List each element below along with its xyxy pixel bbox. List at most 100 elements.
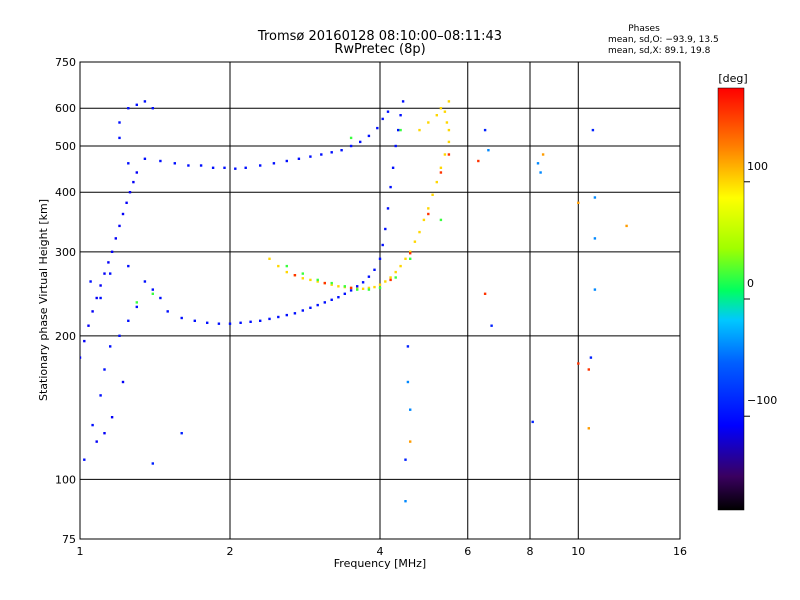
echo-point (373, 285, 376, 289)
echo-point (406, 345, 410, 348)
echo-point (443, 110, 447, 113)
echo-point (211, 166, 215, 169)
echo-point (316, 278, 319, 282)
y-tick-labels: 75 100 200 300 400 500 600 750 (55, 56, 76, 546)
x-axis-label: Frequency [MHz] (334, 557, 426, 570)
echo-point (399, 114, 402, 117)
echo-point (447, 153, 451, 156)
y-tick-label: 500 (55, 140, 76, 153)
echo-point (367, 288, 371, 291)
echo-point (268, 257, 271, 260)
echo-point (409, 257, 412, 260)
y-axis-label: Stationary phase Virtual Height [km] (37, 199, 50, 401)
echo-point (293, 312, 297, 315)
echo-point (109, 345, 112, 348)
echo-point (490, 324, 493, 327)
x-tick-label: 4 (377, 545, 384, 558)
echo-point (394, 276, 397, 279)
echo-point (418, 128, 421, 132)
echo-point (539, 171, 542, 174)
echo-point (118, 136, 121, 140)
echo-point (159, 159, 162, 163)
echo-point (277, 264, 280, 268)
echo-point (593, 237, 597, 240)
echo-point (83, 339, 86, 343)
echo-point (135, 305, 138, 309)
echo-point (180, 432, 183, 435)
echo-point (127, 107, 130, 110)
echo-point (151, 292, 154, 295)
echo-point (389, 278, 392, 282)
echo-point (285, 313, 288, 317)
echo-point (330, 151, 333, 154)
colorbar-tick-label: 100 (747, 160, 768, 173)
y-tick-label: 100 (55, 473, 76, 486)
echo-point (127, 264, 130, 268)
echo-point (206, 321, 209, 324)
echo-point (439, 107, 443, 110)
echo-point (187, 164, 190, 167)
chart-title-line2: RwPretec (8p) (334, 42, 425, 57)
echo-point (381, 117, 384, 121)
echo-point (143, 280, 147, 283)
echo-point (239, 321, 242, 324)
echo-point (367, 275, 371, 278)
echo-point (349, 289, 353, 292)
echo-point (439, 218, 443, 222)
y-tick-label: 200 (55, 330, 76, 343)
echo-point (536, 162, 540, 165)
echo-point (83, 458, 86, 461)
echo-point (361, 281, 365, 284)
echo-point (384, 227, 387, 231)
echo-point (349, 144, 353, 148)
echo-point (399, 264, 402, 268)
echo-point (89, 280, 92, 283)
echo-point (439, 171, 443, 174)
echo-point (268, 317, 271, 321)
echo-point (173, 162, 176, 165)
echo-point (439, 166, 443, 169)
echo-point (323, 281, 326, 285)
echo-point (301, 272, 304, 275)
echo-point (483, 292, 487, 295)
echo-point (447, 128, 451, 132)
x-tick-label: 16 (673, 545, 687, 558)
echo-point (316, 303, 319, 307)
echo-point (330, 281, 333, 285)
echo-point (399, 128, 402, 132)
echo-point (272, 162, 276, 165)
echo-point (297, 157, 301, 160)
echo-point (589, 356, 593, 359)
x-tick-label: 8 (527, 545, 534, 558)
echo-point (118, 121, 121, 124)
echo-point (443, 153, 447, 156)
echo-point (337, 285, 340, 288)
echo-point (445, 121, 449, 124)
echo-point (378, 257, 382, 260)
x-tick-labels: 1 2 4 6 8 10 16 (77, 545, 688, 558)
echo-point (309, 278, 312, 282)
echo-point (401, 100, 405, 103)
echo-point (223, 166, 226, 169)
echo-point (95, 440, 98, 443)
echo-point (277, 315, 280, 319)
colorbar-tick-label: −100 (747, 394, 777, 407)
x-tick-label: 6 (464, 545, 471, 558)
echo-point (409, 408, 412, 411)
echo-point (349, 136, 353, 140)
echo-point (217, 322, 221, 325)
echo-point (180, 316, 183, 320)
echo-point (118, 334, 121, 337)
echo-point (427, 207, 430, 210)
echo-point (587, 427, 590, 430)
echo-point (477, 159, 480, 163)
echo-point (361, 287, 365, 290)
echo-point (309, 306, 312, 309)
echo-point (404, 257, 407, 260)
echo-point (228, 322, 232, 325)
grid-lines (79, 61, 681, 540)
echo-point (413, 240, 417, 243)
echo-point (349, 286, 353, 290)
echo-point (135, 171, 138, 174)
